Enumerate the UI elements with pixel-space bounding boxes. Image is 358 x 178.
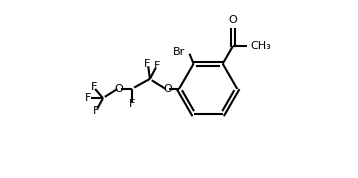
Text: O: O [115,84,124,94]
Text: F: F [129,99,136,109]
Text: F: F [85,93,92,103]
Text: F: F [93,106,99,116]
Text: F: F [91,82,97,92]
Text: F: F [154,61,161,71]
Text: O: O [163,84,172,94]
Text: F: F [144,59,150,69]
Text: O: O [228,15,237,25]
Text: Br: Br [173,47,185,57]
Text: CH₃: CH₃ [251,41,271,51]
